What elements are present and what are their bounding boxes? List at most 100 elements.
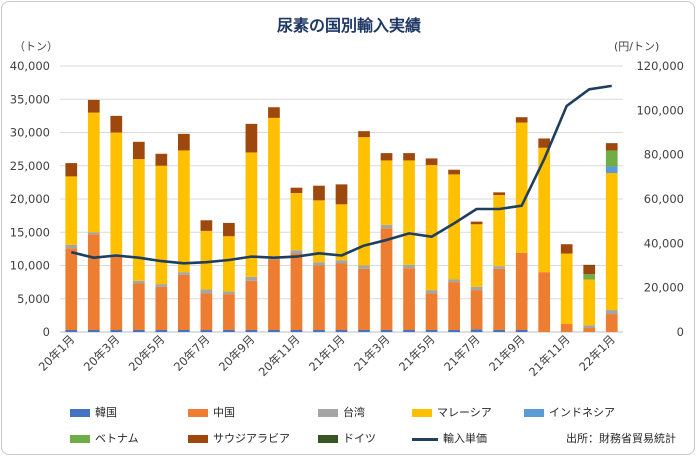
x-tick-label: 21年1月	[306, 332, 348, 374]
bar-segment	[470, 329, 483, 332]
bar-segment	[425, 293, 438, 331]
bar-segment	[245, 330, 258, 332]
legend-swatch	[318, 409, 338, 417]
bar-segment	[155, 330, 168, 332]
bar-segment	[605, 166, 618, 174]
y-right-tick-label: 60,000	[644, 192, 684, 206]
bar-segment	[403, 264, 415, 269]
bar-segment	[223, 222, 235, 237]
bar-segment	[223, 291, 235, 295]
legend-item: 中国	[188, 404, 235, 420]
bar-segment	[358, 265, 370, 269]
bar-segment	[313, 262, 325, 266]
bar-segment	[87, 234, 100, 331]
bar-segment	[380, 224, 393, 229]
bar-segment	[223, 294, 235, 331]
y-right-tick-label: 80,000	[644, 148, 684, 162]
bar-segment	[493, 268, 505, 331]
legend-item: ベトナム	[70, 430, 139, 446]
bar-segment	[245, 123, 258, 153]
x-tick-label: 20年9月	[216, 332, 258, 374]
bar-segment	[132, 283, 145, 331]
chart-legend: 韓国 中国 台湾 マレーシア インドネシア ベトナム サウジアラビア ドイツ 輸入単価	[70, 404, 630, 446]
y-right-tick-label: 40,000	[644, 236, 684, 250]
bar-segment	[87, 112, 100, 233]
x-tick-label: 21年7月	[441, 332, 483, 374]
bar-segment	[560, 244, 573, 254]
bar-segment	[358, 137, 370, 266]
bar-segment	[335, 330, 348, 332]
bar-segment	[605, 310, 618, 315]
y-left-tick-label: 35,000	[10, 92, 50, 106]
bar-segment	[65, 244, 78, 249]
y-left-tick-label: 20,000	[10, 192, 50, 206]
bar-segment	[155, 165, 168, 285]
legend-label: 中国	[213, 406, 235, 419]
bar-segment	[605, 314, 618, 332]
bar-segment	[65, 330, 78, 332]
bar-segment	[245, 152, 258, 277]
x-tick-label: 20年11月	[256, 332, 303, 379]
bar-segment	[538, 147, 551, 273]
legend-item: ドイツ	[318, 430, 376, 446]
right-axis-unit: (円/トン)	[614, 40, 660, 53]
bar-segment	[425, 290, 438, 294]
y-right-tick-label: 20,000	[644, 281, 684, 295]
bar-segment	[290, 193, 303, 251]
legend-label: インドネシア	[549, 406, 615, 419]
bar-segment	[448, 282, 460, 331]
bar-segment	[515, 122, 528, 253]
x-tick-label: 21年5月	[396, 332, 438, 374]
bar-segment	[515, 252, 528, 331]
bar-segment	[132, 159, 145, 281]
bar-segment	[448, 279, 460, 283]
bar-segment	[335, 204, 348, 261]
bar-segment	[335, 260, 348, 264]
bar-segment	[448, 330, 460, 332]
bar-segment	[335, 263, 348, 331]
legend-swatch	[188, 435, 208, 443]
bar-segment	[290, 187, 303, 194]
legend-item: 韓国	[70, 404, 117, 420]
y-right-tick-label: 100,000	[636, 103, 684, 117]
bar-segment	[403, 160, 415, 265]
bar-segment	[290, 253, 303, 331]
legend-item: 輸入単価	[412, 430, 487, 446]
bar-segment	[178, 133, 190, 151]
bar-segment	[583, 279, 596, 326]
chart-title: 尿素の国別輸入実績	[276, 16, 421, 35]
bar-segment	[448, 174, 460, 280]
bar-segment	[605, 143, 618, 151]
bar-segment	[560, 253, 573, 325]
bar-segment	[493, 192, 505, 196]
bar-segment	[493, 195, 505, 267]
bar-segment	[583, 265, 596, 275]
bar-segment	[178, 272, 190, 275]
bar-segment	[583, 328, 596, 332]
bar-segment	[380, 153, 393, 161]
bar-segment	[605, 173, 618, 311]
bar-segment	[358, 330, 370, 332]
bar-segment	[132, 330, 145, 332]
bar-segment	[583, 264, 596, 266]
bar-segment	[538, 138, 551, 148]
bar-segment	[87, 232, 100, 235]
source-note: 出所：財務省貿易統計	[566, 432, 676, 445]
y-left-tick-label: 40,000	[10, 59, 50, 73]
bar-segment	[313, 185, 325, 201]
legend-item: サウジアラビア	[188, 430, 290, 446]
legend-item: インドネシア	[524, 404, 615, 420]
bar-segment	[470, 221, 483, 225]
bar-segment	[155, 286, 168, 331]
legend-label: 輸入単価	[443, 432, 487, 445]
bar-segment	[268, 107, 280, 118]
bar-segment	[313, 330, 325, 332]
left-axis-unit: （トン）	[14, 40, 58, 53]
bar-segment	[268, 330, 280, 332]
x-tick-label: 21年3月	[351, 332, 393, 374]
bar-segment	[155, 153, 168, 166]
bar-segment	[200, 330, 213, 332]
x-tick-label: 22年1月	[576, 332, 618, 374]
bar-segment	[132, 280, 145, 284]
y-left-tick-label: 0	[43, 325, 50, 339]
